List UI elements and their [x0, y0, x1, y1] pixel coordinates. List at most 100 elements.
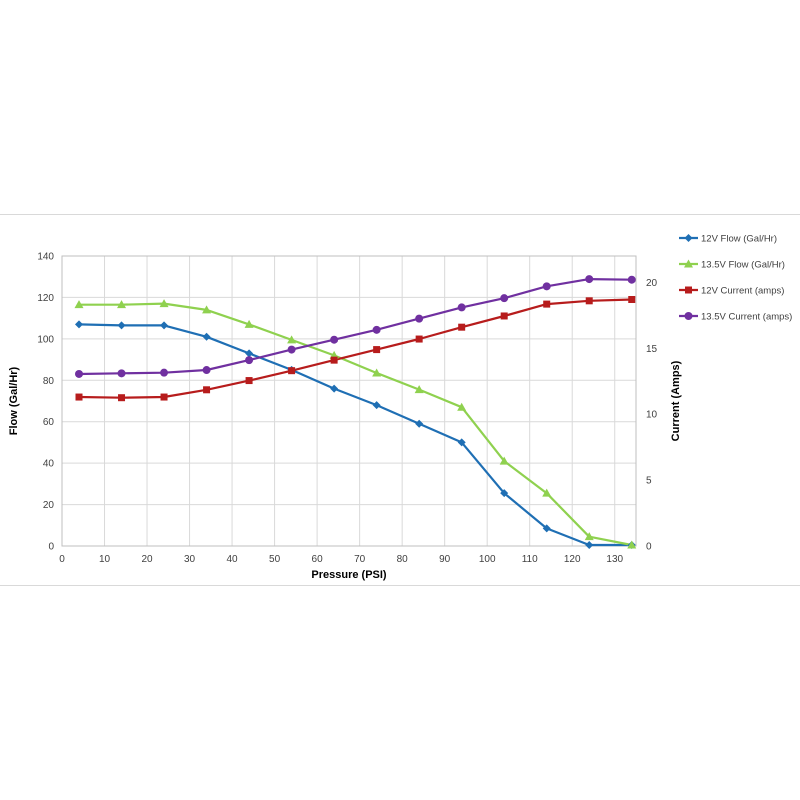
data-point [415, 335, 423, 343]
legend-swatch-marker [684, 312, 693, 320]
chart-frame [0, 214, 800, 586]
data-point [244, 319, 254, 328]
data-point [287, 335, 297, 344]
data-point [245, 377, 253, 385]
series-line [78, 298, 632, 399]
y-tick-label: 20 [43, 500, 55, 511]
x-tick-label: 0 [59, 554, 65, 565]
data-point [117, 369, 126, 378]
legend-label: 12V Flow (Gal/Hr) [701, 234, 777, 245]
data-point [245, 356, 254, 365]
data-point [458, 323, 466, 331]
data-point [202, 305, 212, 314]
data-point [160, 393, 168, 401]
data-point [542, 282, 551, 291]
data-point [457, 438, 466, 447]
data-point [415, 419, 424, 428]
data-point [457, 303, 466, 312]
data-point [372, 401, 381, 410]
x-tick-label: 30 [184, 554, 196, 565]
data-point [627, 275, 636, 284]
y-tick-label: 120 [37, 293, 54, 304]
plot-border [61, 255, 637, 547]
legend-swatch-marker [684, 259, 693, 268]
x-tick-label: 80 [397, 554, 409, 565]
series-markers [74, 275, 637, 549]
y-tick-label: 40 [43, 459, 55, 470]
gridlines [61, 255, 636, 547]
data-point [415, 314, 424, 323]
plot-area [61, 255, 637, 547]
data-point [330, 356, 338, 364]
x-tick-labels: 0 10 20 30 40 50 60 70 80 90 100 110 120 130 [59, 554, 623, 565]
data-point [372, 325, 381, 334]
y2-tick-label: 15 [646, 344, 658, 355]
data-point [542, 488, 552, 497]
y-tick-label: 140 [37, 252, 54, 263]
data-point [543, 300, 551, 308]
legend-label: 13.5V Current (amps) [701, 312, 792, 323]
data-point [202, 366, 211, 375]
data-point [287, 345, 296, 354]
y2-tick-label: 20 [646, 278, 658, 289]
y-axis-title: Flow (Gal/Hr) [8, 366, 20, 435]
data-point [330, 335, 339, 344]
x-tick-label: 40 [227, 554, 239, 565]
data-point [585, 297, 593, 305]
x-tick-label: 130 [606, 554, 623, 565]
data-point [542, 524, 551, 533]
x-tick-label: 70 [354, 554, 366, 565]
x-tick-label: 50 [269, 554, 281, 565]
y-tick-label: 0 [48, 542, 54, 553]
data-point [160, 368, 169, 377]
data-point [585, 275, 594, 284]
data-point [202, 332, 211, 341]
series-line [78, 278, 632, 376]
series-line [79, 302, 632, 547]
data-point [118, 394, 126, 402]
data-point [500, 294, 509, 303]
data-point [373, 346, 381, 354]
y-tick-label: 60 [43, 417, 55, 428]
data-point [203, 386, 211, 394]
y2-axis-title: Current (Amps) [670, 360, 682, 441]
x-tick-label: 90 [439, 554, 451, 565]
x-tick-label: 20 [141, 554, 153, 565]
x-axis-title: Pressure (PSI) [311, 569, 387, 581]
x-tick-label: 110 [522, 554, 538, 565]
data-point [628, 296, 636, 303]
y2-tick-label: 0 [646, 542, 652, 553]
series-lines [78, 278, 632, 547]
data-point [584, 532, 594, 541]
x-tick-label: 120 [564, 554, 581, 565]
data-point [500, 489, 509, 498]
data-point [585, 540, 594, 549]
data-point [117, 300, 127, 309]
data-point [372, 368, 382, 377]
x-tick-label: 10 [99, 554, 111, 565]
data-point [288, 367, 296, 375]
y-tick-label: 100 [37, 334, 54, 345]
series-line [78, 323, 632, 547]
data-point [75, 393, 83, 401]
y-tick-label: 80 [43, 376, 55, 387]
x-tick-label: 60 [312, 554, 324, 565]
y2-tick-label: 10 [646, 410, 658, 421]
data-point [330, 384, 339, 393]
data-point [627, 540, 637, 549]
data-point [500, 312, 508, 320]
y2-tick-label: 5 [646, 476, 652, 487]
data-point [74, 300, 84, 309]
y2-tick-labels: 0 5 10 15 20 [646, 278, 658, 553]
legend-swatch-marker [685, 286, 692, 294]
data-point [160, 321, 169, 330]
legend-label: 13.5V Flow (Gal/Hr) [701, 260, 785, 271]
data-point [457, 402, 467, 411]
data-point [75, 320, 84, 329]
x-tick-label: 100 [479, 554, 496, 565]
data-point [117, 321, 126, 330]
legend: 12V Flow (Gal/Hr) 13.5V Flow (Gal/Hr) 12V … [679, 234, 792, 323]
data-point [414, 385, 424, 394]
legend-label: 12V Current (amps) [701, 286, 784, 297]
